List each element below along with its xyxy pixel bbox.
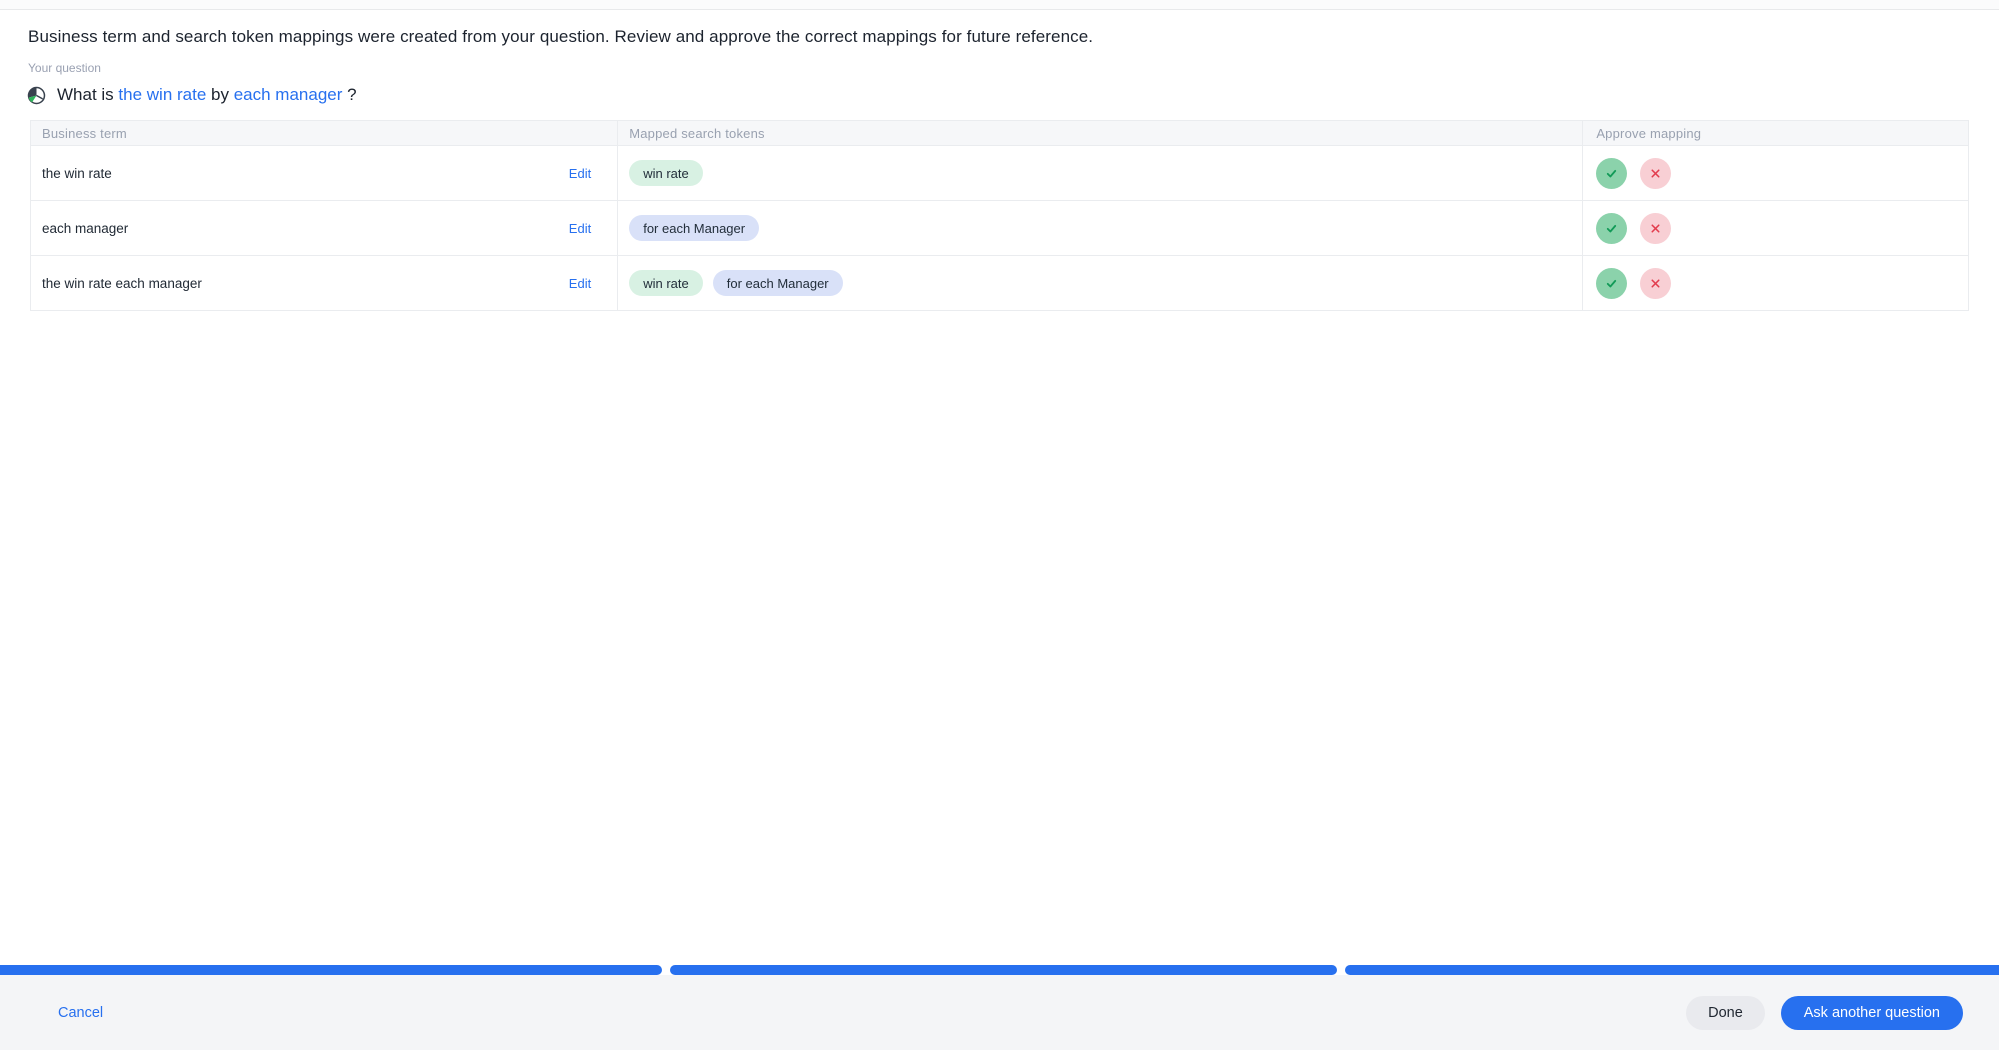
column-header-mapped-tokens: Mapped search tokens <box>617 120 1584 146</box>
approve-mapping-button[interactable] <box>1596 157 1628 189</box>
business-term-text: each manager <box>42 220 129 236</box>
question-plain-text: by <box>206 85 234 104</box>
check-icon <box>1604 221 1619 236</box>
search-token-chip[interactable]: for each Manager <box>629 215 760 241</box>
search-token-chip[interactable]: win rate <box>629 270 703 296</box>
business-term-text: the win rate each manager <box>42 275 202 291</box>
progress-bar <box>0 965 1999 975</box>
your-question-label: Your question <box>28 61 101 75</box>
reject-mapping-button[interactable] <box>1640 157 1672 189</box>
x-icon <box>1649 277 1662 290</box>
x-icon <box>1649 222 1662 235</box>
approve-mapping-button[interactable] <box>1596 267 1628 299</box>
table-row: each manager Edit for each Manager <box>29 200 1969 256</box>
table-header-row: Business term Mapped search tokens Appro… <box>29 120 1969 146</box>
reject-mapping-button[interactable] <box>1640 212 1672 244</box>
globe-icon <box>27 86 46 105</box>
question-token[interactable]: each manager <box>233 85 343 104</box>
progress-segment <box>1345 965 1999 975</box>
table-body: the win rate Edit win rate each manager Edit… <box>29 145 1969 311</box>
top-divider <box>0 0 1999 10</box>
check-icon <box>1604 276 1619 291</box>
question-plain-text: ? <box>342 85 357 104</box>
business-term-text: the win rate <box>42 165 112 181</box>
footer-bar: Cancel Done Ask another question <box>0 975 1999 1050</box>
search-token-chip[interactable]: win rate <box>629 160 703 186</box>
mapping-table: Business term Mapped search tokens Appro… <box>29 120 1969 311</box>
edit-link[interactable]: Edit <box>568 165 592 181</box>
question-row: What is the win rate by each manager ? <box>27 85 1999 105</box>
progress-segment <box>670 965 1337 975</box>
reject-mapping-button[interactable] <box>1640 267 1672 299</box>
ask-another-question-button[interactable]: Ask another question <box>1780 995 1963 1030</box>
x-icon <box>1649 167 1662 180</box>
table-row: the win rate each manager Edit win rate for… <box>29 255 1969 311</box>
check-icon <box>1604 166 1619 181</box>
edit-link[interactable]: Edit <box>568 275 592 291</box>
edit-link[interactable]: Edit <box>568 220 592 236</box>
question-plain-text: What is <box>57 85 119 104</box>
mapping-review-message: Business term and search token mappings … <box>28 27 1094 46</box>
approve-mapping-button[interactable] <box>1596 212 1628 244</box>
column-header-business-term: Business term <box>29 120 619 146</box>
question-token[interactable]: the win rate <box>118 85 207 104</box>
done-button[interactable]: Done <box>1686 995 1765 1030</box>
table-row: the win rate Edit win rate <box>29 145 1969 201</box>
progress-segment <box>0 965 662 975</box>
cancel-link[interactable]: Cancel <box>58 1004 104 1021</box>
question-text: What is the win rate by each manager ? <box>57 85 357 105</box>
search-token-chip[interactable]: for each Manager <box>712 270 843 296</box>
column-header-approve-mapping: Approve mapping <box>1582 120 1969 146</box>
